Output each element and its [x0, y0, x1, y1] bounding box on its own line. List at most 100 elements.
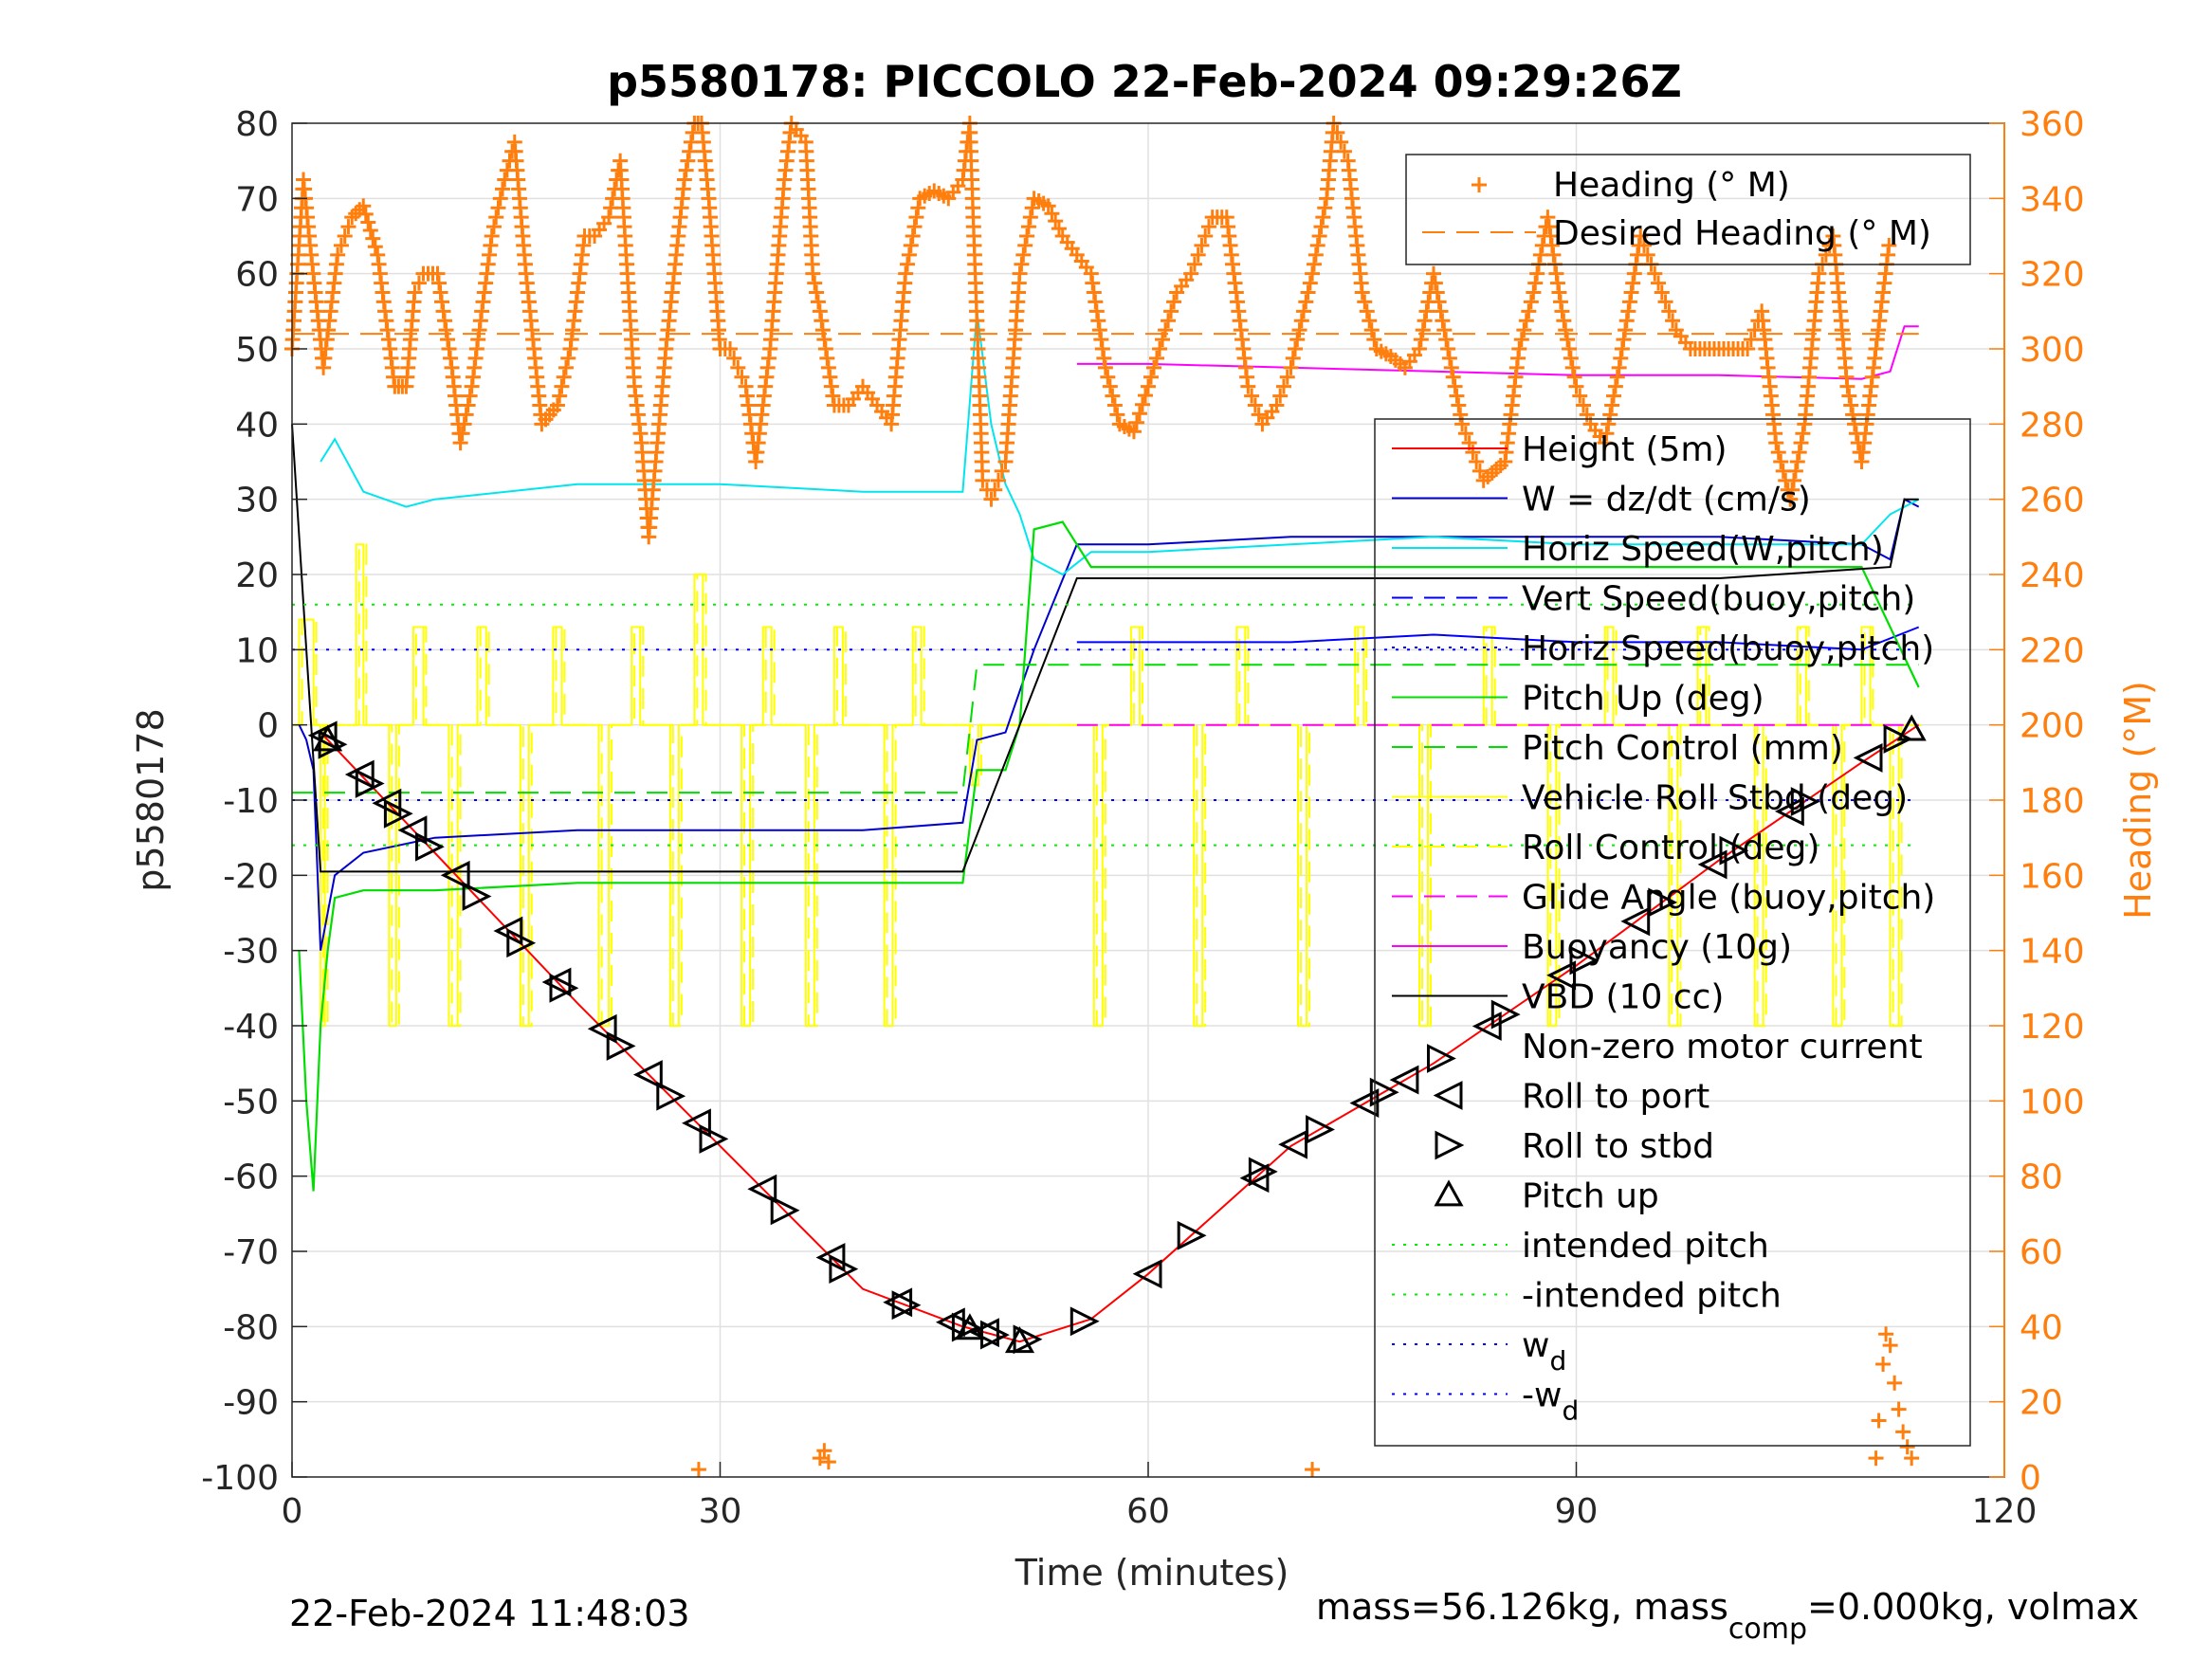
heading-point — [1773, 454, 1789, 469]
y2-tick-label: 300 — [2020, 331, 2085, 370]
heading-point — [1413, 332, 1429, 348]
heading-point — [1093, 332, 1109, 348]
heading-point — [1554, 303, 1570, 319]
heading-point — [1616, 332, 1632, 348]
heading-point — [901, 246, 917, 263]
heading-point — [1770, 445, 1786, 461]
heading-point — [1540, 210, 1556, 226]
heading-point — [690, 1462, 706, 1478]
heading-point — [1651, 275, 1667, 291]
legend-item-label: W = dz/dt (cm/s) — [1522, 481, 1811, 520]
roll-to-port-marker — [1239, 1163, 1270, 1194]
heading-point — [360, 214, 376, 230]
heading-point — [552, 388, 568, 404]
heading-point — [1329, 124, 1345, 140]
heading-point — [434, 294, 450, 310]
heading-point — [1091, 322, 1107, 338]
heading-point — [1411, 341, 1427, 356]
heading-point — [1197, 228, 1214, 244]
heading-point — [1899, 1439, 1915, 1455]
roll-to-stbd-marker — [1427, 1044, 1456, 1073]
y-tick-label: 0 — [257, 707, 279, 746]
roll-to-port-marker — [747, 1174, 777, 1204]
heading-point — [1881, 237, 1897, 253]
heading-point — [1051, 221, 1067, 237]
legend-item-label: Horiz Speed(buoy,pitch) — [1522, 629, 1934, 668]
heading-point — [1811, 265, 1827, 282]
roll-to-port-marker — [587, 1013, 617, 1044]
heading-point — [462, 388, 478, 404]
heading-point — [1105, 388, 1121, 404]
roll-to-stbd-marker — [1306, 1115, 1335, 1144]
x-axis-label: Time (minutes) — [1015, 1552, 1289, 1594]
legend-item-label: Glide Angle (buoy,pitch) — [1522, 879, 1935, 918]
roll-to-stbd-marker — [383, 798, 413, 829]
roll-to-stbd-marker — [1790, 787, 1820, 817]
roll-to-stbd-marker — [1648, 887, 1678, 918]
heading-point — [1518, 313, 1534, 329]
heading-point — [1435, 313, 1451, 329]
y-tick-label: -70 — [223, 1233, 279, 1272]
heading-point — [1100, 369, 1116, 385]
heading-point — [1787, 463, 1803, 479]
heading-point — [1244, 388, 1260, 404]
heading-point — [1088, 294, 1104, 310]
x-tick-label: 120 — [1972, 1492, 2038, 1531]
roll-to-stbd-marker — [415, 831, 445, 862]
x-tick-label: 0 — [282, 1492, 303, 1531]
heading-point — [438, 322, 454, 338]
heading-point — [1362, 313, 1378, 329]
heading-point — [1306, 256, 1322, 272]
heading-point — [1106, 397, 1123, 413]
legend-heading-label: Heading (° M) — [1553, 166, 1790, 205]
y-tick-label: 60 — [235, 256, 279, 295]
heading-point — [805, 265, 821, 282]
y2-tick-label: 280 — [2020, 406, 2085, 445]
footer-main: mass=56.126kg, mass — [1316, 1586, 1728, 1628]
y2-tick-label: 180 — [2020, 782, 2085, 821]
heading-point — [809, 284, 825, 301]
y-tick-label: 40 — [235, 406, 279, 445]
heading-point — [1149, 350, 1165, 366]
heading-point — [1141, 378, 1156, 394]
y2-tick-label: 320 — [2020, 256, 2085, 295]
footer-mass-text: mass=56.126kg, masscomp=0.000kg, volmax — [1316, 1586, 2139, 1646]
legend-item-label: -intended pitch — [1522, 1277, 1782, 1316]
heading-point — [1614, 341, 1630, 356]
heading-point — [1128, 414, 1144, 430]
heading-point — [1300, 284, 1316, 301]
heading-point — [1621, 294, 1637, 310]
heading-point — [1868, 1450, 1884, 1467]
legend-desired-heading-label: Desired Heading (° M) — [1553, 214, 1931, 253]
heading-point — [1302, 275, 1318, 291]
heading-point — [1269, 397, 1285, 413]
heading-point — [337, 228, 353, 244]
heading-point — [1417, 313, 1433, 329]
heading-point — [807, 275, 823, 291]
roll-to-stbd-marker — [699, 1123, 729, 1154]
roll-to-port-marker — [935, 1307, 965, 1338]
heading-point — [485, 219, 502, 235]
heading-point — [430, 265, 446, 282]
heading-point — [554, 378, 570, 394]
heading-point — [819, 350, 835, 366]
heading-point — [1882, 1338, 1898, 1354]
heading-point — [1784, 482, 1801, 498]
timestamp-text: 22-Feb-2024 11:48:03 — [289, 1593, 690, 1634]
y-tick-label: -30 — [223, 933, 279, 972]
heading-point — [1768, 435, 1784, 451]
legend-item-label: Vert Speed(buoy,pitch) — [1522, 580, 1915, 619]
heading-point — [1291, 322, 1307, 338]
heading-point — [435, 303, 451, 319]
pitch-up-marker — [1896, 714, 1927, 741]
heading-point — [1891, 1401, 1907, 1417]
heading-point — [1625, 275, 1641, 291]
roll-to-port-marker — [970, 1318, 999, 1348]
heading-point — [975, 472, 991, 488]
y-tick-label: -60 — [223, 1158, 279, 1197]
legend-item-label: Roll to port — [1522, 1078, 1709, 1117]
heading-point — [1429, 284, 1445, 301]
heading-point — [1359, 303, 1375, 319]
heading-point — [1097, 359, 1113, 375]
y-tick-label: -10 — [223, 782, 279, 821]
